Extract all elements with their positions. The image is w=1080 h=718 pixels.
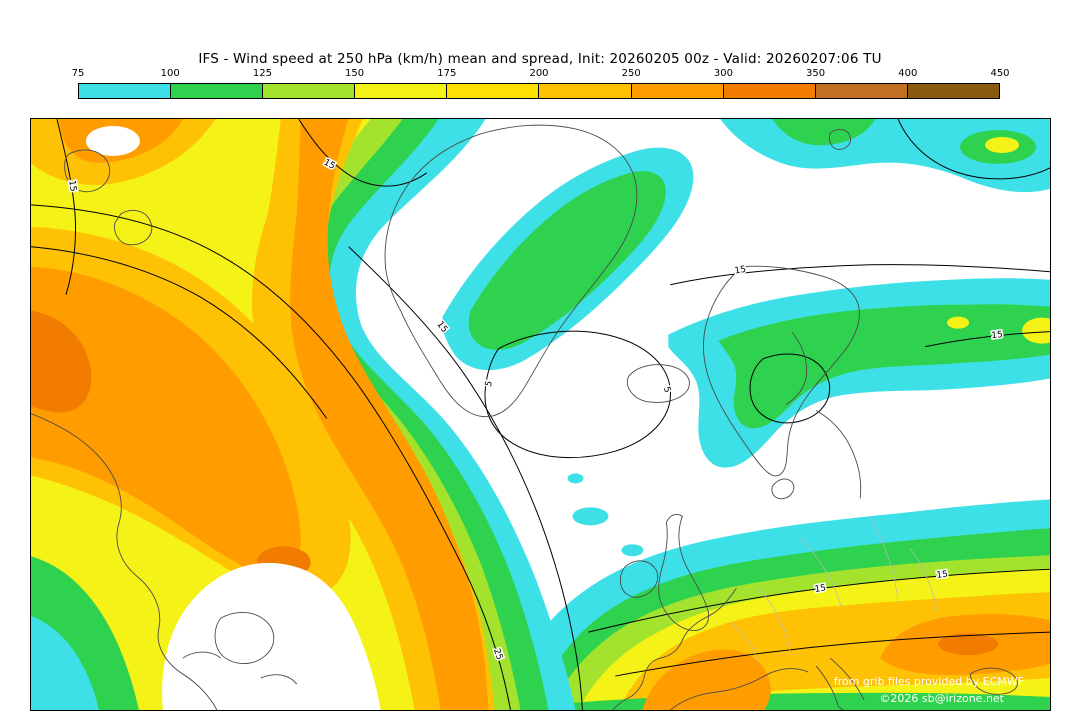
contour-label: 5 [661,385,672,394]
spread-contours [31,119,1050,710]
mid-atlantic-patches-fill [567,473,644,557]
wind-speed-map: 15 15 15 5 5 25 15 15 15 15 from grib fi… [30,118,1051,711]
colorbar-tick: 450 [990,68,1010,79]
colorbar-segment [263,84,356,98]
colorbar-tick: 300 [713,68,733,79]
colorbar-tick: 400 [898,68,918,79]
country-borders [730,518,939,667]
colorbar-tick: 125 [252,68,272,79]
jet-west-atlantic-fill [31,119,576,710]
colorbar-segment [79,84,172,98]
attribution-copyright: ©2026 sb@irizone.net [879,692,1004,705]
colorbar-tick: 350 [806,68,826,79]
colorbar-tick: 150 [345,68,365,79]
coastlines [31,124,1018,710]
colorbar-ticks: 75 100 125 150 175 200 250 300 350 400 450 [72,68,1010,83]
attribution-source: from grib files provided by ECMWF [833,675,1024,688]
colorbar-tick: 100 [160,68,180,79]
page-title: IFS - Wind speed at 250 hPa (km/h) mean … [198,51,882,67]
contour-label: 15 [991,330,1003,341]
colorbar-segment [907,84,999,98]
contour-label: 15 [936,570,949,581]
map-canvas: 15 15 15 5 5 25 15 15 15 15 [31,119,1050,710]
colorbar-segment [539,84,632,98]
colorbar-segment [815,84,908,98]
contour-labels: 15 15 15 5 5 25 15 15 15 15 [65,156,1005,663]
contour-label: 15 [734,265,747,277]
greenland-sea-band-fill [442,147,694,371]
colorbar-segment [447,84,540,98]
colorbar-segment [723,84,816,98]
colorbar-segment [355,84,448,98]
contour-label: 15 [66,180,77,193]
north-europe-band-fill [668,278,1050,468]
colorbar-segments [78,83,1000,99]
colorbar-segment [631,84,724,98]
colorbar-tick: 250 [621,68,641,79]
colorbar-segment [171,84,264,98]
contour-label: 5 [484,380,495,389]
arctic-top-right-fill [720,119,1050,193]
jet-south-europe-fill [500,499,1050,710]
colorbar-tick: 175 [437,68,457,79]
colorbar-tick: 75 [71,68,85,79]
colorbar: 75 100 125 150 175 200 250 300 350 400 450 [72,68,1010,99]
contour-label: 15 [814,583,827,594]
colorbar-tick: 200 [529,68,549,79]
